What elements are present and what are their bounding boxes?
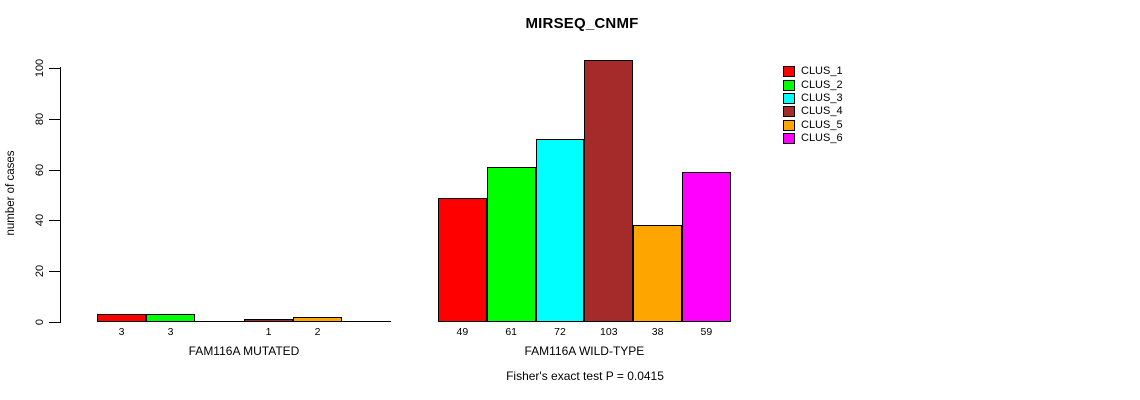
y-tick-label: 100	[34, 58, 46, 78]
legend-color-swatch	[783, 133, 795, 145]
y-axis-label: number of cases	[5, 150, 17, 236]
legend-item: CLUS_2	[783, 78, 843, 91]
y-tick-mark	[49, 169, 60, 171]
y-tick-mark	[49, 322, 60, 323]
x-group-label: FAM116A WILD-TYPE	[524, 344, 645, 358]
y-tick-mark	[49, 271, 60, 273]
legend-color-swatch	[783, 79, 795, 91]
bar-value-label: 3	[118, 326, 125, 338]
legend-label: CLUS_1	[801, 65, 843, 78]
y-tick-mark	[49, 220, 60, 222]
bar-value-label: 61	[505, 326, 518, 338]
legend-color-swatch	[783, 106, 795, 118]
bar-clus-3-zero	[195, 321, 244, 322]
bar-clus-1	[97, 314, 146, 322]
legend-item: CLUS_4	[783, 105, 843, 118]
y-tick-label: 60	[34, 163, 46, 176]
bar-clus-6-zero	[342, 321, 391, 322]
y-tick-label: 0	[34, 318, 46, 326]
bar-clus-4	[244, 319, 293, 322]
bar-clus-2	[146, 314, 195, 322]
legend: CLUS_1 CLUS_2 CLUS_3 CLUS_4 CLUS_5 CLUS_6	[783, 65, 843, 145]
bar-value-label: 72	[554, 326, 566, 338]
legend-color-swatch	[783, 66, 795, 78]
bar-clus-5	[293, 316, 342, 322]
y-tick-label: 80	[34, 112, 46, 125]
legend-item: CLUS_6	[783, 132, 843, 145]
legend-item: CLUS_1	[783, 65, 843, 78]
bar-value-label: 1	[265, 326, 272, 338]
x-group-label: FAM116A MUTATED	[188, 344, 300, 358]
fisher-test-annotation: Fisher's exact test P = 0.0415	[506, 369, 664, 383]
y-axis-line	[60, 67, 61, 323]
legend-color-swatch	[783, 119, 795, 131]
legend-label: CLUS_3	[801, 91, 843, 104]
bar-clus-6	[682, 172, 731, 322]
bar-value-label: 3	[167, 326, 174, 338]
bar-value-label: 59	[700, 326, 713, 338]
bar-value-label: 2	[314, 326, 321, 338]
bar-clus-4	[584, 60, 634, 322]
bar-value-label: 49	[456, 326, 469, 338]
bar-clus-1	[438, 197, 487, 322]
bar-clus-3	[535, 139, 585, 322]
bar-value-label: 38	[651, 326, 664, 338]
y-tick-label: 40	[34, 214, 46, 227]
y-tick-label: 20	[34, 265, 46, 278]
bar-clus-2	[486, 167, 536, 322]
legend-label: CLUS_5	[801, 118, 843, 131]
y-tick-mark	[49, 118, 60, 120]
bar-value-label: 103	[600, 326, 618, 338]
legend-label: CLUS_2	[801, 78, 843, 91]
chart-title: MIRSEQ_CNMF	[525, 15, 639, 32]
legend-label: CLUS_6	[801, 132, 843, 145]
y-tick-mark	[49, 68, 60, 69]
bar-clus-5	[633, 225, 682, 322]
legend-item: CLUS_3	[783, 92, 843, 105]
legend-color-swatch	[783, 92, 795, 104]
legend-label: CLUS_4	[801, 105, 843, 118]
legend-item: CLUS_5	[783, 119, 843, 132]
